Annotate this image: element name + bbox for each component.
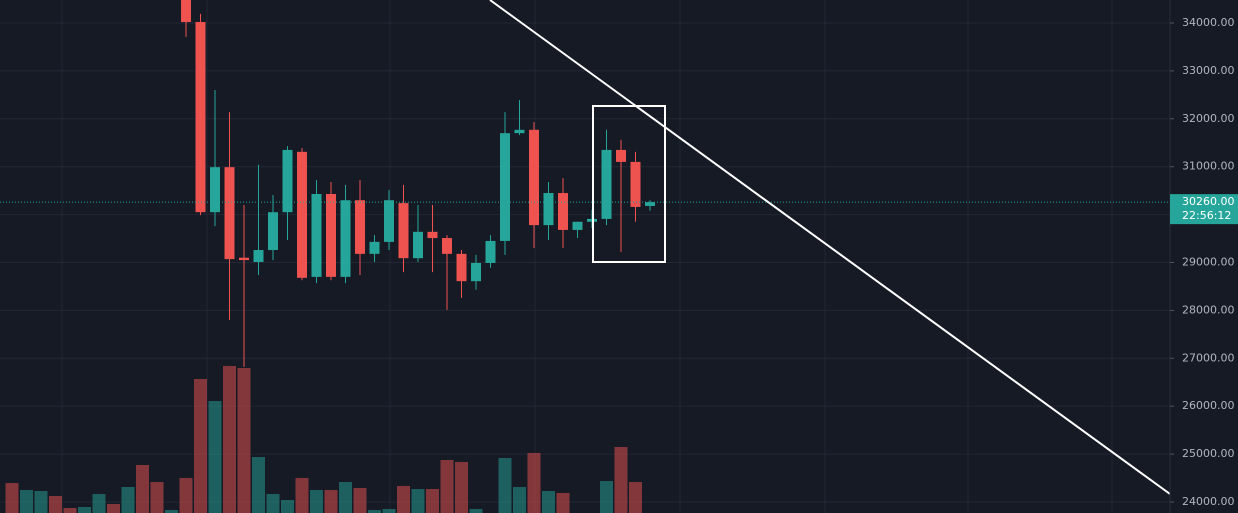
candle-body <box>369 241 380 254</box>
candle-body <box>543 193 554 226</box>
candle-body <box>500 133 510 241</box>
candle-body <box>601 149 612 219</box>
candle-body <box>384 200 394 242</box>
volume-bar <box>397 486 410 513</box>
volume-bar <box>382 509 396 513</box>
candle-body <box>282 149 293 213</box>
volume-bar <box>440 460 454 513</box>
candle-body <box>268 212 278 251</box>
annotation-box <box>592 105 666 263</box>
volume-bar <box>252 457 265 513</box>
candle-body <box>181 0 191 23</box>
candle-body <box>355 200 365 254</box>
y-tick-label: 29000.00 <box>1182 255 1235 268</box>
volume-bar <box>223 366 236 513</box>
volume-bar <box>92 494 106 513</box>
volume-bar <box>310 490 323 513</box>
y-tick-label: 34000.00 <box>1182 16 1235 29</box>
volume-bar <box>121 487 135 513</box>
candle-body <box>195 22 206 213</box>
candle-body <box>572 221 583 230</box>
candle-body <box>558 193 568 230</box>
candle-body <box>224 167 235 260</box>
volume-bar <box>295 478 309 513</box>
y-tick-label: 33000.00 <box>1182 64 1235 77</box>
volume-bar <box>107 504 120 513</box>
y-tick-label: 27000.00 <box>1182 351 1235 364</box>
volume-bar <box>527 453 541 513</box>
y-tick-label: 26000.00 <box>1182 399 1235 412</box>
volume-bar <box>629 482 642 513</box>
volume-bar <box>498 458 512 513</box>
volume-bar <box>136 465 149 513</box>
last-price-label: 30260.00 <box>1182 195 1235 208</box>
candle-body <box>398 203 409 259</box>
candle-body <box>311 193 322 277</box>
volume-bar <box>339 482 352 513</box>
volume-bar <box>266 494 280 513</box>
volume-bar <box>556 493 570 513</box>
candle-body <box>645 202 655 206</box>
price-axis <box>1170 0 1238 513</box>
y-tick-label: 32000.00 <box>1182 112 1235 125</box>
volume-bar <box>455 462 468 513</box>
volume-bar <box>542 491 555 513</box>
volume-bar <box>237 368 251 513</box>
volume-bar <box>194 379 207 513</box>
volume-bar <box>368 510 381 513</box>
volume-bar <box>34 491 48 513</box>
volume-bar <box>150 482 164 513</box>
candle-body <box>485 240 496 263</box>
volume-bar <box>179 478 193 513</box>
candle-body <box>340 200 351 277</box>
volume-bar <box>208 401 222 513</box>
volume-bar <box>411 489 425 513</box>
volume-bar <box>281 500 294 513</box>
candle-body <box>616 149 626 162</box>
volume-bar <box>353 488 367 513</box>
volume-bar <box>469 509 483 513</box>
candle-body <box>413 231 423 259</box>
candle-body <box>239 257 249 261</box>
volume-bar <box>426 489 439 513</box>
last-price-badge <box>1170 194 1238 225</box>
volume-bar <box>20 490 33 513</box>
y-tick-label: 28000.00 <box>1182 303 1235 316</box>
y-tick-label: 25000.00 <box>1182 447 1235 460</box>
candle-body <box>529 129 539 226</box>
volume-bar <box>614 447 628 513</box>
vertical-grid <box>61 0 1113 513</box>
candle-body <box>326 193 336 277</box>
candle-body <box>630 161 641 207</box>
volume-bar <box>324 490 338 513</box>
y-tick-label: 31000.00 <box>1182 160 1235 173</box>
candle-body <box>471 262 481 282</box>
volume-bar <box>600 481 613 513</box>
volume-bar <box>5 483 19 513</box>
trend-line <box>489 0 1171 495</box>
y-tick-label: 24000.00 <box>1182 495 1235 508</box>
volume-bar <box>78 507 91 513</box>
candle-body <box>210 167 220 213</box>
candle-body <box>514 129 525 134</box>
volume-bar <box>513 487 526 513</box>
candle-body <box>456 253 467 282</box>
countdown-label: 22:56:12 <box>1182 209 1231 222</box>
candle-body <box>297 151 307 278</box>
volume-bar <box>165 510 178 513</box>
candle-body <box>253 250 264 263</box>
candle-body <box>427 231 438 239</box>
volume-bar <box>49 496 62 513</box>
candle-body <box>442 238 452 254</box>
volume-bar <box>63 508 77 513</box>
